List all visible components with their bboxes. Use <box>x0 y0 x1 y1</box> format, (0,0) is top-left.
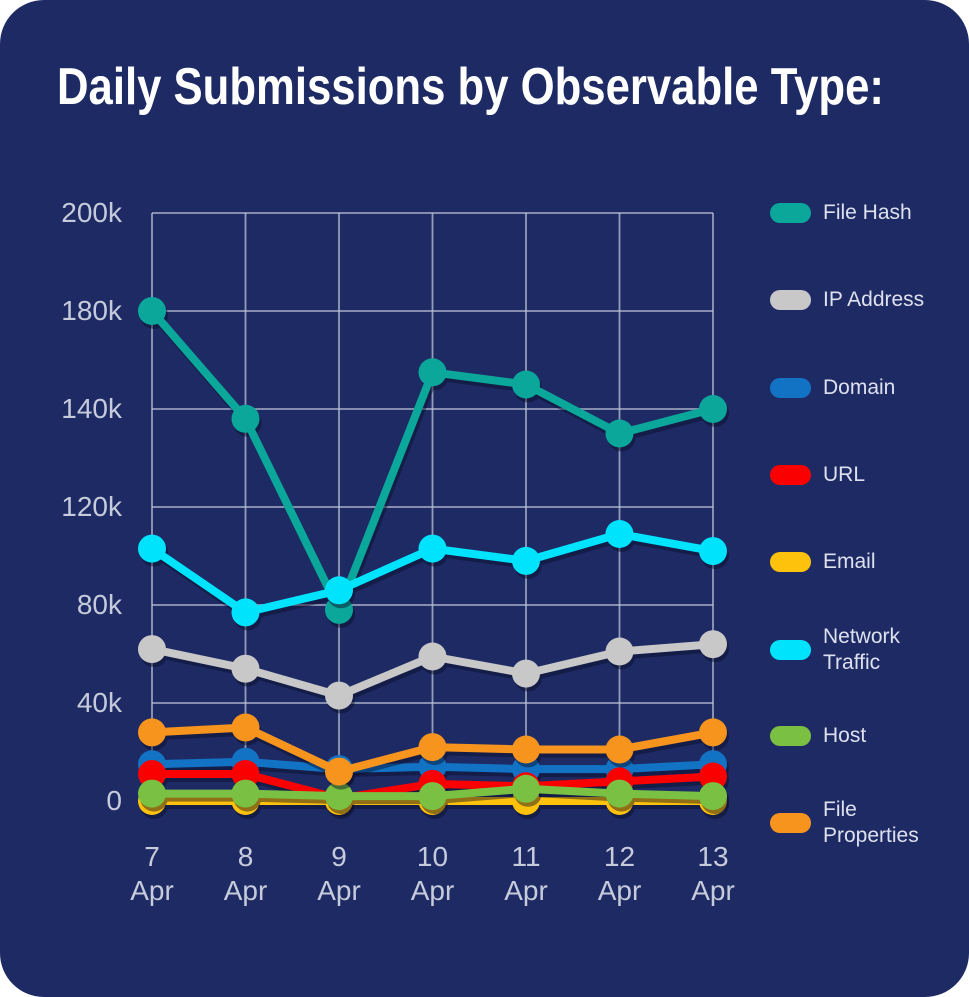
data-point <box>325 595 353 624</box>
data-point <box>699 537 727 566</box>
y-tick-label: 120k <box>61 491 122 522</box>
gridlines <box>151 212 714 802</box>
data-point <box>512 370 540 399</box>
data-point <box>325 757 353 786</box>
y-tick-label: 140k <box>61 393 122 424</box>
data-point <box>325 576 353 605</box>
y-tick-label: 40k <box>76 687 122 718</box>
data-point <box>418 642 447 671</box>
data-point <box>605 419 634 448</box>
series-network-traffic <box>138 520 727 627</box>
x-tick-label: 8 Apr <box>223 841 268 906</box>
data-point <box>138 635 166 664</box>
y-tick-label: 80k <box>76 589 122 620</box>
data-point <box>699 718 727 747</box>
series-file-properties <box>138 713 727 786</box>
data-point <box>699 630 727 659</box>
x-tick-label: 11 Apr <box>504 841 548 906</box>
data-point <box>138 718 166 747</box>
series-ip-address <box>138 630 727 710</box>
data-point <box>605 779 634 808</box>
data-point <box>512 546 540 575</box>
series-host <box>138 774 727 811</box>
data-point <box>325 681 353 710</box>
data-point <box>512 659 540 688</box>
x-tick-label: 10 Apr <box>410 841 455 906</box>
series-file-hash <box>138 297 727 624</box>
data-point <box>605 520 634 548</box>
y-tick-label: 0 <box>106 785 122 816</box>
data-point <box>512 774 540 803</box>
chart-title: Daily Submissions by Observable Type: <box>57 58 884 116</box>
data-point <box>605 735 634 764</box>
data-point <box>325 782 353 811</box>
data-point <box>231 654 260 683</box>
data-point <box>231 713 260 742</box>
data-point <box>138 779 166 808</box>
x-tick-label: 9 Apr <box>317 841 361 906</box>
data-point <box>699 762 727 791</box>
data-point <box>512 735 540 764</box>
data-point <box>418 733 447 762</box>
data-point <box>418 358 447 387</box>
y-tick-label: 200k <box>61 197 122 228</box>
data-point <box>699 782 727 811</box>
x-tick-label: 13 Apr <box>691 841 735 906</box>
data-point <box>418 534 447 563</box>
x-tick-label: 12 Apr <box>597 841 642 906</box>
x-tick-label: 7 Apr <box>130 841 174 906</box>
data-point <box>699 395 727 423</box>
data-point <box>231 404 260 433</box>
data-point <box>605 637 634 666</box>
data-point <box>231 598 260 627</box>
data-point <box>138 297 166 325</box>
data-point <box>231 760 260 788</box>
y-tick-label: 180k <box>61 295 122 326</box>
data-point <box>138 534 166 563</box>
data-point <box>138 760 166 788</box>
data-point <box>231 779 260 808</box>
data-point <box>418 782 447 811</box>
